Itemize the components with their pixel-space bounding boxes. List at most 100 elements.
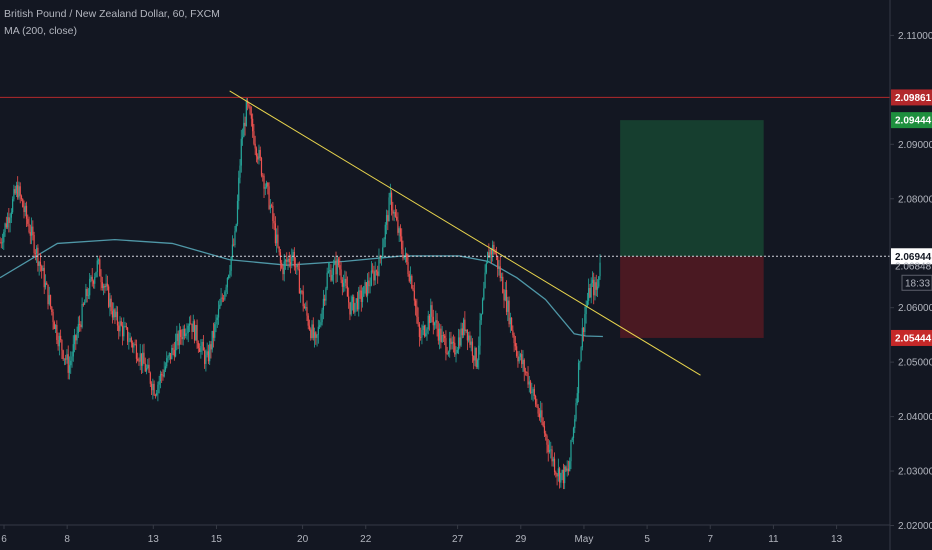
candle-body	[478, 345, 480, 361]
candle-body	[180, 329, 182, 337]
candle-body	[327, 271, 330, 273]
candle-body	[431, 305, 433, 317]
candle-body	[437, 328, 439, 341]
candle-body	[118, 325, 120, 332]
candle-body	[536, 404, 538, 407]
stop-price-tag: 2.05444	[895, 333, 932, 344]
candle-body	[115, 311, 117, 318]
candle-body	[110, 298, 112, 312]
candle-body	[471, 341, 474, 356]
candle-body	[104, 285, 106, 288]
candle-body	[528, 381, 530, 385]
candle-body	[412, 288, 414, 291]
y-tick-label: 2.11000	[898, 31, 932, 42]
candle-body	[331, 274, 333, 281]
candle-body	[470, 341, 472, 345]
candle-body	[524, 371, 527, 373]
candle-body	[262, 175, 264, 177]
candle-body	[80, 324, 82, 328]
candle-body	[224, 291, 226, 300]
candle-body	[452, 341, 455, 343]
candle-body	[388, 197, 390, 222]
candle-body	[267, 182, 269, 187]
candle-body	[27, 218, 29, 224]
candle-body	[182, 328, 184, 340]
x-tick-label: 5	[644, 534, 650, 545]
candle-body	[406, 253, 408, 263]
x-tick-label: 13	[148, 534, 160, 545]
candle-body	[318, 325, 321, 327]
resistance-price-tag-bg	[891, 89, 932, 106]
candle-body	[283, 261, 285, 275]
candle-body	[43, 267, 45, 288]
candle-body	[433, 322, 436, 326]
candle-body	[41, 265, 43, 271]
candle-body	[171, 347, 173, 360]
candle-body	[329, 270, 331, 272]
candle-body	[52, 311, 54, 323]
candle-body	[272, 205, 274, 222]
candle-body	[188, 323, 191, 326]
candle-body	[591, 279, 594, 283]
candle-body	[598, 276, 600, 287]
candle-body	[374, 270, 376, 281]
indicator-label[interactable]: MA (200, close)	[4, 25, 77, 37]
candle-body	[38, 261, 40, 266]
candle-body	[430, 305, 432, 323]
candle-body	[243, 122, 245, 138]
candle-body	[531, 391, 533, 393]
candle-body	[51, 306, 53, 312]
candle-body	[145, 368, 148, 372]
candle-body	[566, 468, 568, 471]
candle-body	[193, 321, 196, 341]
candle-body	[494, 251, 496, 254]
candle-body	[85, 288, 87, 303]
candle-body	[190, 323, 192, 325]
candle-body	[1, 242, 4, 244]
candle-body	[277, 234, 279, 247]
candle-body	[236, 200, 239, 225]
candle-body	[78, 324, 81, 325]
x-tick-label: 13	[831, 534, 843, 545]
candle-body	[66, 354, 68, 360]
candle-body	[552, 458, 554, 462]
candle-body	[167, 356, 169, 359]
candle-body	[385, 215, 388, 225]
candle-body	[47, 284, 49, 305]
candle-body	[372, 270, 374, 272]
candle-body	[230, 256, 232, 271]
candle-body	[106, 283, 108, 287]
candle-body	[326, 272, 328, 289]
candle-body	[576, 393, 578, 404]
candle-body	[87, 295, 90, 297]
x-tick-label: May	[574, 534, 593, 545]
candle-body	[217, 308, 220, 318]
target-price-tag-bg	[891, 112, 932, 129]
candle-body	[225, 287, 227, 292]
candle-body	[428, 315, 431, 323]
candle-body	[249, 106, 251, 115]
candle-body	[158, 380, 160, 385]
candle-body	[340, 269, 342, 280]
candle-body	[360, 290, 362, 302]
candle-body	[502, 276, 504, 294]
candle-body	[273, 221, 275, 224]
candle-body	[436, 320, 438, 329]
candle-body	[551, 449, 553, 462]
candle-body	[298, 269, 300, 294]
candle-body	[380, 257, 383, 259]
symbol-title[interactable]: British Pound / New Zealand Dollar, 60, …	[4, 8, 220, 20]
candle-body	[519, 354, 522, 357]
x-tick-label: 8	[64, 534, 70, 545]
candle-body	[300, 290, 302, 294]
x-tick-label: 20	[297, 534, 309, 545]
candle-body	[310, 329, 312, 339]
candle-body	[94, 277, 96, 284]
candle-body	[580, 347, 582, 361]
candle-body	[125, 326, 127, 328]
candle-body	[130, 338, 132, 343]
candle-body	[355, 298, 357, 304]
candle-body	[407, 262, 409, 275]
